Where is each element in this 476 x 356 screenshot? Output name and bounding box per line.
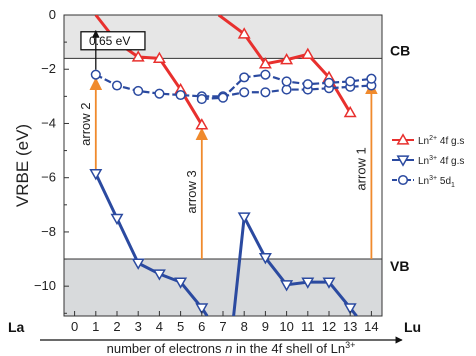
energy-bands: CB VB — [64, 15, 410, 316]
marker-triangle-down — [343, 303, 357, 315]
x-tick-label: 6 — [198, 319, 205, 334]
series-2 — [90, 69, 377, 105]
marker-triangle-down — [195, 303, 209, 315]
marker-triangle-up — [152, 51, 166, 64]
marker-triangle-up — [343, 105, 357, 118]
marker-circle — [281, 84, 292, 95]
marker-triangle-up — [195, 118, 209, 130]
marker-triangle-down — [280, 280, 294, 292]
marker-triangle-down — [89, 168, 103, 181]
legend-label: Ln3+ 5d1 — [418, 175, 455, 189]
x-tick-label: 5 — [177, 319, 184, 334]
marker-circle — [397, 174, 409, 186]
x-start-label: La — [8, 319, 25, 335]
marker-triangle-down — [396, 155, 410, 167]
x-tick-label: 4 — [156, 319, 163, 334]
y-tick-label: −8 — [41, 224, 56, 239]
marker-circle — [302, 79, 313, 90]
y-tick-label: −6 — [41, 170, 56, 185]
x-tick-label: 12 — [322, 319, 336, 334]
x-end-label: Lu — [404, 319, 421, 335]
marker-triangle-up — [258, 57, 272, 69]
marker-circle — [196, 94, 207, 105]
marker-circle — [111, 80, 123, 91]
y-tick-label: −10 — [34, 278, 56, 293]
arrow-label: arrow 2 — [78, 102, 93, 145]
legend-item: Ln2+ 4f g.s — [392, 133, 464, 147]
series-1 — [89, 168, 358, 316]
marker-circle — [133, 85, 144, 96]
x-tick-label: 3 — [135, 319, 142, 334]
marker-circle — [217, 92, 229, 103]
legend-item: Ln3+ 4f g.s — [392, 155, 464, 167]
x-axis-title: number of electrons n in the 4f shell of… — [107, 340, 356, 356]
x-tick-label: 0 — [71, 319, 78, 334]
legend: Ln2+ 4f g.s Ln3+ 4f g.s Ln3+ 5d1 — [392, 133, 464, 189]
marker-circle — [323, 77, 335, 88]
y-tick-label: −2 — [41, 61, 56, 76]
marker-circle — [239, 87, 250, 98]
x-tick-label: 8 — [241, 319, 248, 334]
y-tick-label: 0 — [49, 7, 56, 22]
legend-item: Ln3+ 5d1 — [392, 174, 455, 189]
annotations: 0.65 eV — [80, 29, 146, 70]
marker-triangle-down — [237, 212, 251, 224]
y-tick-label: −4 — [41, 115, 56, 130]
band-label-cb: CB — [390, 42, 410, 58]
marker-circle — [366, 73, 377, 84]
marker-triangle-down — [131, 258, 145, 270]
x-tick-label: 10 — [279, 319, 293, 334]
marker-triangle-down — [110, 213, 124, 226]
marker-circle — [154, 88, 165, 99]
marker-circle — [345, 76, 356, 87]
band-label-vb: VB — [390, 258, 409, 274]
marker-triangle-down — [152, 269, 166, 281]
x-tick-label: 13 — [343, 319, 357, 334]
marker-triangle-down — [322, 277, 336, 289]
x-tick-label: 1 — [92, 319, 99, 334]
marker-circle — [90, 69, 101, 80]
marker-circle — [239, 72, 250, 83]
marker-circle — [175, 89, 186, 101]
x-tick-label: 14 — [364, 319, 378, 334]
marker-triangle-up — [131, 50, 145, 62]
x-tick-label: 9 — [262, 319, 269, 334]
marker-triangle-up — [301, 47, 315, 59]
marker-triangle-up — [237, 27, 251, 39]
x-tick-label: 7 — [219, 319, 226, 334]
legend-label: Ln3+ 4f g.s — [418, 155, 464, 167]
x-tick-label: 2 — [113, 319, 120, 334]
legend-label: Ln2+ 4f g.s — [418, 135, 464, 147]
arrow-label: arrow 3 — [184, 170, 199, 213]
marker-triangle-up — [280, 53, 294, 65]
marker-circle — [281, 76, 292, 87]
arrow-label: arrow 1 — [353, 147, 368, 190]
marker-triangle-down — [174, 277, 188, 289]
y-axis-title: VRBE (eV) — [13, 124, 32, 207]
transition-arrows: arrow 2 arrow 3 arrow 1 — [78, 77, 378, 260]
marker-triangle-down — [301, 277, 315, 289]
marker-circle — [260, 87, 271, 98]
x-tick-label: 11 — [301, 319, 315, 334]
marker-circle — [260, 69, 271, 80]
marker-triangle-up — [396, 133, 410, 145]
marker-triangle-down — [258, 253, 272, 265]
